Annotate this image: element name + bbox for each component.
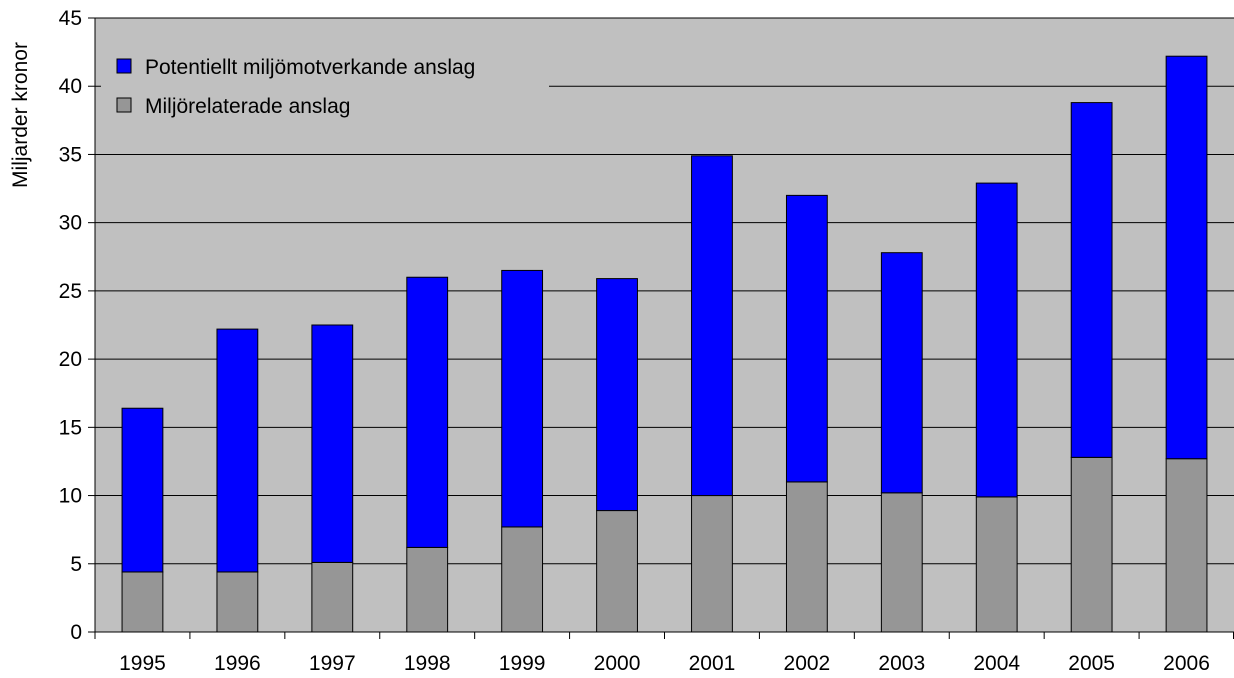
legend-label: Miljörelaterade anslag — [145, 95, 350, 118]
legend-swatch — [116, 58, 132, 74]
bar-segment — [311, 324, 354, 563]
y-tick-label: 10 — [59, 485, 82, 508]
y-tick-label: 45 — [59, 7, 82, 30]
y-axis-title: Miljarder kronor — [9, 42, 32, 188]
bar-segment — [596, 278, 638, 512]
x-tick-labels: 1995 1996 1997 1998 1999 2000 2001 2002 2003 2004… — [119, 652, 1210, 675]
bar-segment — [785, 194, 828, 483]
y-tick-label: 5 — [70, 553, 82, 576]
bar-segment — [1070, 102, 1113, 458]
x-tick-label: 2001 — [689, 652, 736, 675]
bar-segment — [121, 571, 164, 633]
x-tick-label: 1997 — [309, 652, 356, 675]
legend-label: Potentiellt miljömotverkande anslag — [145, 56, 475, 79]
bar-segment — [1165, 458, 1208, 633]
x-tick-label: 1998 — [404, 652, 451, 675]
bar-segment — [880, 492, 923, 633]
bar-segment — [501, 269, 544, 528]
bar-segment — [406, 546, 449, 633]
y-tick-label: 0 — [70, 621, 82, 644]
y-tick-label: 20 — [59, 348, 82, 371]
x-tick-label: 1996 — [214, 652, 261, 675]
bar-segment — [975, 182, 1018, 498]
legend: Potentiellt miljömotverkande anslag Miljö… — [101, 42, 549, 133]
y-tick-label: 15 — [59, 416, 82, 439]
bar-segment — [311, 561, 354, 633]
x-tick-label: 1995 — [119, 652, 166, 675]
x-tick-label: 2003 — [878, 652, 925, 675]
x-tick-label: 2005 — [1068, 652, 1115, 675]
bar-segment — [691, 155, 733, 497]
y-tick-label: 35 — [59, 143, 82, 166]
bar-segment — [216, 328, 259, 573]
legend-swatch — [116, 97, 132, 113]
x-tick-label: 2006 — [1163, 652, 1210, 675]
y-tick-label: 25 — [59, 280, 82, 303]
x-tick-label: 2002 — [784, 652, 831, 675]
legend-box — [101, 42, 549, 133]
bar-segment — [1165, 55, 1208, 460]
bar-segment — [501, 526, 544, 633]
bar-segment — [216, 571, 259, 633]
x-tick-label: 2004 — [973, 652, 1020, 675]
y-tick-label: 30 — [59, 212, 82, 235]
x-tick-label: 2000 — [594, 652, 641, 675]
bar-segment — [1070, 456, 1113, 633]
bar-segment — [880, 252, 923, 494]
bar-segment — [691, 495, 733, 633]
bar-segment — [596, 510, 638, 633]
bar-segment — [121, 407, 164, 573]
bar-group — [121, 55, 1208, 633]
y-tick-label: 40 — [59, 75, 82, 98]
y-tick-labels: 0 5 10 15 20 25 30 35 40 45 — [59, 7, 82, 644]
bar-segment — [406, 276, 449, 548]
x-tick-label: 1999 — [499, 652, 546, 675]
bar-segment — [975, 496, 1018, 633]
bar-segment — [785, 481, 828, 633]
